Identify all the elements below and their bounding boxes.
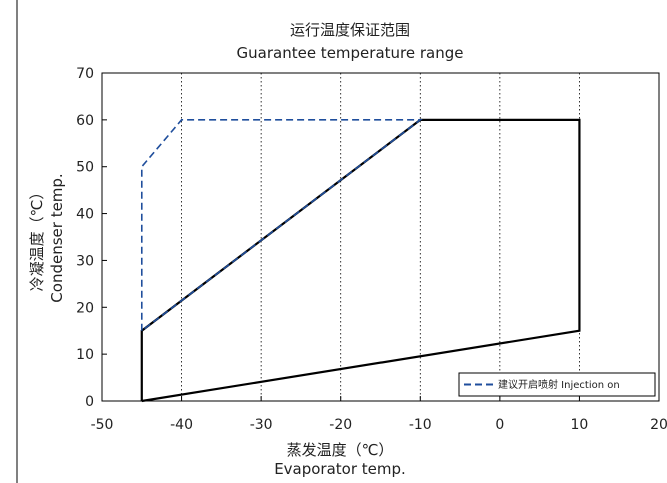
legend: 建议开启喷射 Injection on xyxy=(458,372,656,397)
y-tick-label: 0 xyxy=(85,394,94,410)
y-tick-label: 10 xyxy=(76,347,94,363)
chart-subtitle: Guarantee temperature range xyxy=(237,44,464,62)
y-tick-label: 60 xyxy=(76,113,94,129)
series-layer xyxy=(140,118,581,403)
x-tick-label: 20 xyxy=(650,417,667,433)
x-tick-label: 0 xyxy=(495,417,504,433)
y-tick-label: 20 xyxy=(76,300,94,316)
x-tick-label: -20 xyxy=(329,417,352,433)
legend-label-injection: 建议开启喷射 Injection on xyxy=(498,378,620,391)
series-operating-envelope xyxy=(140,118,581,403)
y-tick-label: 30 xyxy=(76,253,94,269)
x-tick-label: -30 xyxy=(250,417,273,433)
chart-title: 运行温度保证范围 xyxy=(290,21,410,39)
x-tick-label: 10 xyxy=(571,417,589,433)
tick-layer: -50 -40 -30 -20 -10 0 10 20 0 10 20 30 40 50 60 70 xyxy=(76,66,667,433)
x-tick-label: -10 xyxy=(409,417,432,433)
y-tick-label: 50 xyxy=(76,160,94,176)
legend-box xyxy=(458,372,656,397)
y-tick-label: 40 xyxy=(76,207,94,223)
series-injection-envelope xyxy=(140,119,423,332)
x-axis-title-en: Evaporator temp. xyxy=(274,460,406,478)
x-tick-label: -50 xyxy=(91,417,114,433)
y-axis-title: 冷凝温度（℃） xyxy=(28,185,46,292)
x-tick-label: -40 xyxy=(170,417,193,433)
x-axis-title: 蒸发温度（℃） xyxy=(287,441,394,459)
y-tick-label: 70 xyxy=(76,66,94,82)
plot-frame xyxy=(101,72,660,402)
y-axis-title-en: Condenser temp. xyxy=(48,173,66,302)
grid-layer xyxy=(181,73,580,401)
